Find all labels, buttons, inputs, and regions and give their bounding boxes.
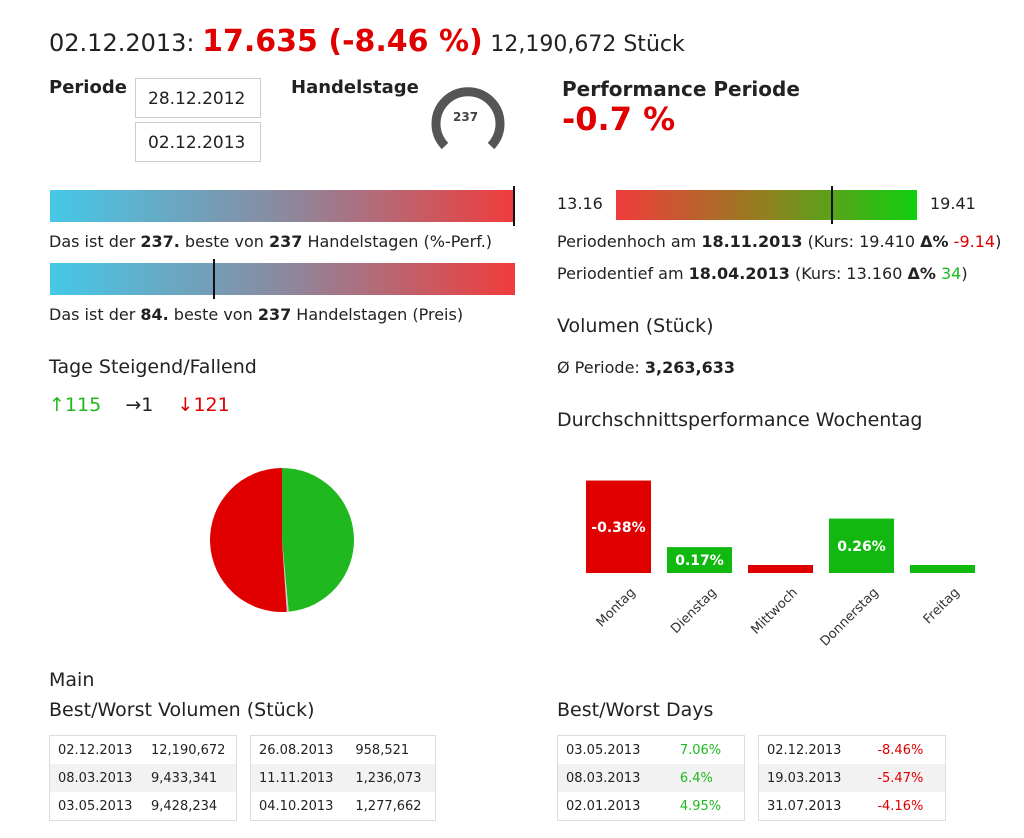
days-worst-table: 02.12.2013 -8.46% 19.03.2013 -5.47% 31.07.20… bbox=[758, 735, 946, 821]
value-cell: 4.95% bbox=[679, 798, 722, 814]
gauge-arc bbox=[431, 87, 505, 150]
table-row: 03.05.2013 9,428,234 bbox=[50, 792, 237, 821]
value-cell: 12,190,672 bbox=[151, 742, 226, 758]
handelstage-gauge bbox=[431, 87, 505, 150]
value-cell: -5.47% bbox=[877, 770, 924, 786]
bar-value-label: 0.26% bbox=[837, 539, 886, 555]
performance-value: -0.7 % bbox=[562, 100, 676, 138]
handelstage-value: 237 bbox=[453, 110, 479, 124]
header-date: 02.12.2013: bbox=[49, 29, 195, 57]
date-cell: 26.08.2013 bbox=[259, 742, 334, 758]
price-rank-marker bbox=[213, 259, 215, 299]
days-best-table: 03.05.2013 7.06% 08.03.2013 6.4% 02.01.2013 4… bbox=[557, 735, 745, 821]
date-cell: 02.12.2013 bbox=[767, 742, 842, 758]
table-row: 08.03.2013 6.4% bbox=[557, 764, 745, 792]
periode-to-input[interactable]: 02.12.2013 bbox=[135, 122, 261, 162]
range-marker bbox=[831, 186, 833, 224]
date-cell: 02.01.2013 bbox=[566, 798, 641, 814]
table-row: 31.07.2013 -4.16% bbox=[759, 792, 946, 821]
table-row: 03.05.2013 7.06% bbox=[558, 736, 745, 765]
table-row: 02.01.2013 4.95% bbox=[558, 792, 745, 821]
date-cell: 03.05.2013 bbox=[566, 742, 641, 758]
date-cell: 02.12.2013 bbox=[58, 742, 133, 758]
range-low: 13.16 bbox=[557, 194, 603, 213]
table-row: 26.08.2013 958,521 bbox=[251, 736, 436, 765]
bar-dienstag bbox=[667, 547, 732, 573]
tage-title: Tage Steigend/Fallend bbox=[49, 356, 257, 378]
header: 02.12.2013: 17.635 (-8.46 %) 12,190,672 … bbox=[49, 24, 685, 59]
value-cell: -8.46% bbox=[877, 742, 924, 758]
vol-best-table: 02.12.2013 12,190,672 08.03.2013 9,433,341 0… bbox=[49, 735, 237, 821]
best-worst-vol-title: Best/Worst Volumen (Stück) bbox=[49, 699, 315, 721]
date-cell: 08.03.2013 bbox=[58, 770, 133, 786]
pie-slice-fallend bbox=[210, 468, 287, 612]
pie-chart bbox=[210, 468, 354, 612]
value-cell: -4.16% bbox=[877, 798, 924, 814]
header-price: 17.635 (-8.46 %) bbox=[202, 24, 483, 59]
value-cell: 9,428,234 bbox=[151, 798, 218, 814]
value-cell: 9,433,341 bbox=[151, 770, 218, 786]
header-volume: 12,190,672 Stück bbox=[490, 32, 685, 57]
periodentief-text: Periodentief am 18.04.2013 (Kurs: 13.160… bbox=[557, 264, 968, 283]
date-cell: 19.03.2013 bbox=[767, 770, 842, 786]
weekday-bar-chart: -0.38% Montag 0.17% Dienstag Mittwoch 0.26% Do… bbox=[586, 480, 975, 649]
range-high: 19.41 bbox=[930, 194, 976, 213]
pie-slice-steigend bbox=[282, 468, 354, 612]
x-tick-label: Dienstag bbox=[668, 585, 720, 637]
table-row: 04.10.2013 1,277,662 bbox=[251, 792, 436, 821]
date-cell: 08.03.2013 bbox=[566, 770, 641, 786]
price-rank-bar bbox=[50, 263, 515, 295]
bar-montag bbox=[586, 480, 651, 573]
performance-label: Performance Periode bbox=[562, 77, 800, 101]
table-row: 08.03.2013 9,433,341 bbox=[49, 764, 237, 792]
periodenhoch-text: Periodenhoch am 18.11.2013 (Kurs: 19.410… bbox=[557, 232, 1002, 251]
bar-donnerstag bbox=[829, 518, 894, 573]
x-tick-label: Freitag bbox=[921, 585, 963, 627]
bar-mittwoch bbox=[748, 565, 813, 573]
x-tick-label: Mittwoch bbox=[749, 585, 801, 637]
handelstage-label: Handelstage bbox=[291, 77, 419, 98]
best-worst-days-title: Best/Worst Days bbox=[557, 699, 714, 721]
table-row: 11.11.2013 1,236,073 bbox=[250, 764, 436, 792]
value-cell: 1,277,662 bbox=[355, 798, 422, 814]
x-tick-label: Donnerstag bbox=[818, 585, 882, 649]
x-tick-label: Montag bbox=[594, 585, 639, 630]
periode-label: Periode bbox=[49, 77, 127, 98]
bar-value-label: 0.17% bbox=[675, 553, 724, 569]
table-row: 02.12.2013 -8.46% bbox=[759, 736, 946, 765]
date-cell: 03.05.2013 bbox=[58, 798, 133, 814]
price-rank-text: Das ist der 84. beste von 237 Handelstag… bbox=[49, 305, 464, 324]
value-cell: 7.06% bbox=[679, 742, 722, 758]
main-label: Main bbox=[49, 669, 95, 691]
volumen-title: Volumen (Stück) bbox=[557, 315, 714, 337]
date-cell: 11.11.2013 bbox=[259, 770, 334, 786]
table-row: 19.03.2013 -5.47% bbox=[758, 764, 946, 792]
weekday-chart-title: Durchschnittsperformance Wochentag bbox=[557, 409, 923, 431]
bar-value-label: -0.38% bbox=[591, 520, 645, 536]
volumen-avg: Ø Periode: 3,263,633 bbox=[557, 358, 735, 377]
vol-worst-table: 26.08.2013 958,521 11.11.2013 1,236,073 04.1… bbox=[250, 735, 436, 821]
periode-from-input[interactable]: 28.12.2012 bbox=[135, 78, 261, 118]
bar-freitag bbox=[910, 565, 975, 573]
perf-rank-bar bbox=[50, 190, 515, 222]
range-bar bbox=[616, 190, 917, 220]
table-row: 02.12.2013 12,190,672 bbox=[50, 736, 237, 765]
date-cell: 04.10.2013 bbox=[259, 798, 334, 814]
value-cell: 1,236,073 bbox=[355, 770, 422, 786]
tage-counts: ↑115 →1 ↓121 bbox=[49, 394, 230, 416]
value-cell: 958,521 bbox=[355, 742, 410, 758]
perf-rank-marker bbox=[513, 186, 515, 226]
perf-rank-text: Das ist der 237. beste von 237 Handelsta… bbox=[49, 232, 493, 251]
date-cell: 31.07.2013 bbox=[767, 798, 842, 814]
value-cell: 6.4% bbox=[679, 770, 713, 786]
pie-slice-gleich bbox=[282, 540, 289, 612]
